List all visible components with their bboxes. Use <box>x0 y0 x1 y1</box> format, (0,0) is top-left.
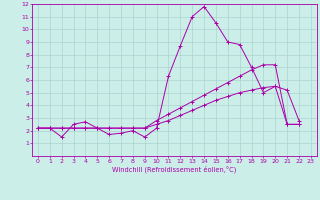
X-axis label: Windchill (Refroidissement éolien,°C): Windchill (Refroidissement éolien,°C) <box>112 165 236 173</box>
